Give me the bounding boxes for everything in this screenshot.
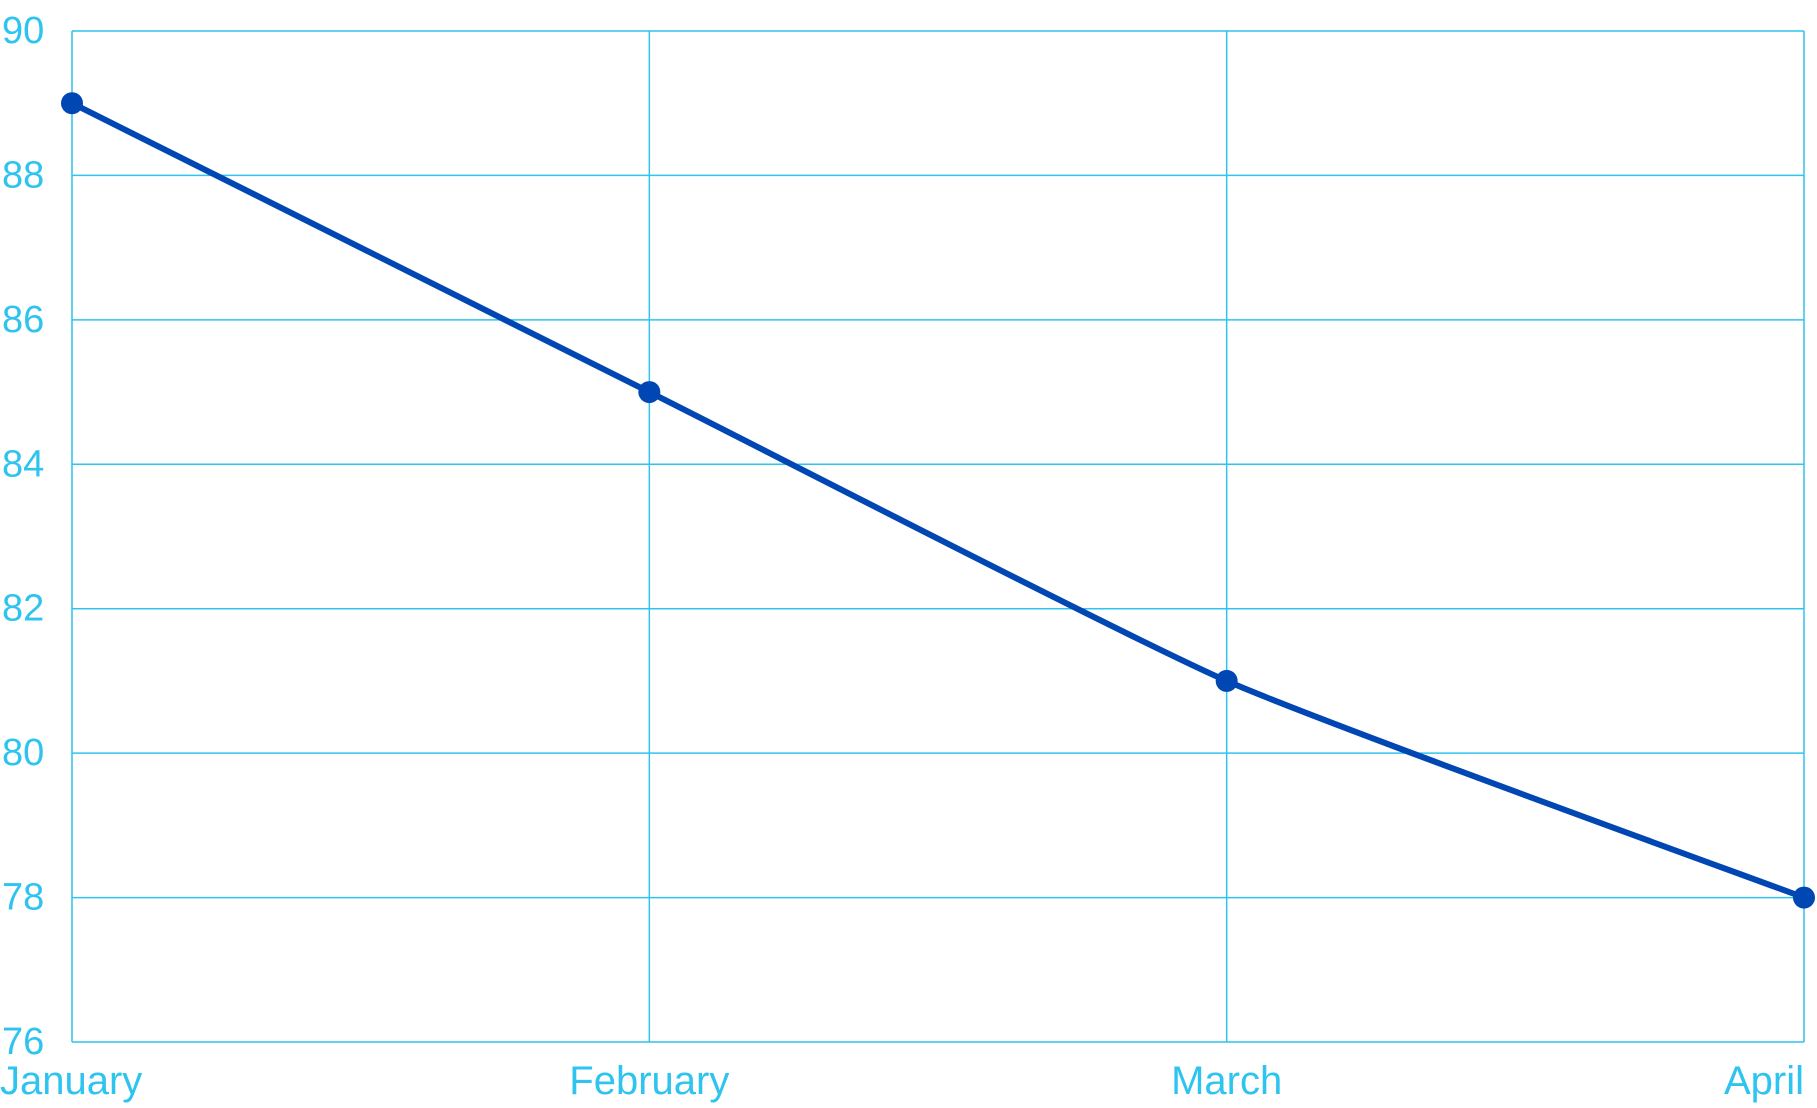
y-tick-label: 86 [2,299,44,341]
x-tick-label: February [569,1059,729,1103]
x-tick-label: January [0,1059,142,1103]
series-layer [61,92,1815,909]
data-point [638,381,661,404]
y-tick-label: 76 [2,1021,44,1063]
data-point [61,92,83,115]
y-tick-label: 78 [2,877,44,919]
y-axis-ticks: 76 78 80 82 84 86 88 90 [2,10,44,1063]
grid-layer [71,30,1805,1043]
y-tick-label: 90 [2,10,44,52]
x-axis-ticks: January February March April [0,1059,1804,1103]
data-point [1215,669,1238,692]
y-tick-label: 88 [2,154,44,196]
y-tick-label: 80 [2,732,44,774]
y-tick-label: 84 [2,443,44,485]
x-tick-label: March [1171,1059,1282,1103]
y-tick-label: 82 [2,588,44,630]
x-tick-label: April [1724,1059,1804,1103]
series-line [69,100,1807,901]
data-point [1793,886,1815,909]
